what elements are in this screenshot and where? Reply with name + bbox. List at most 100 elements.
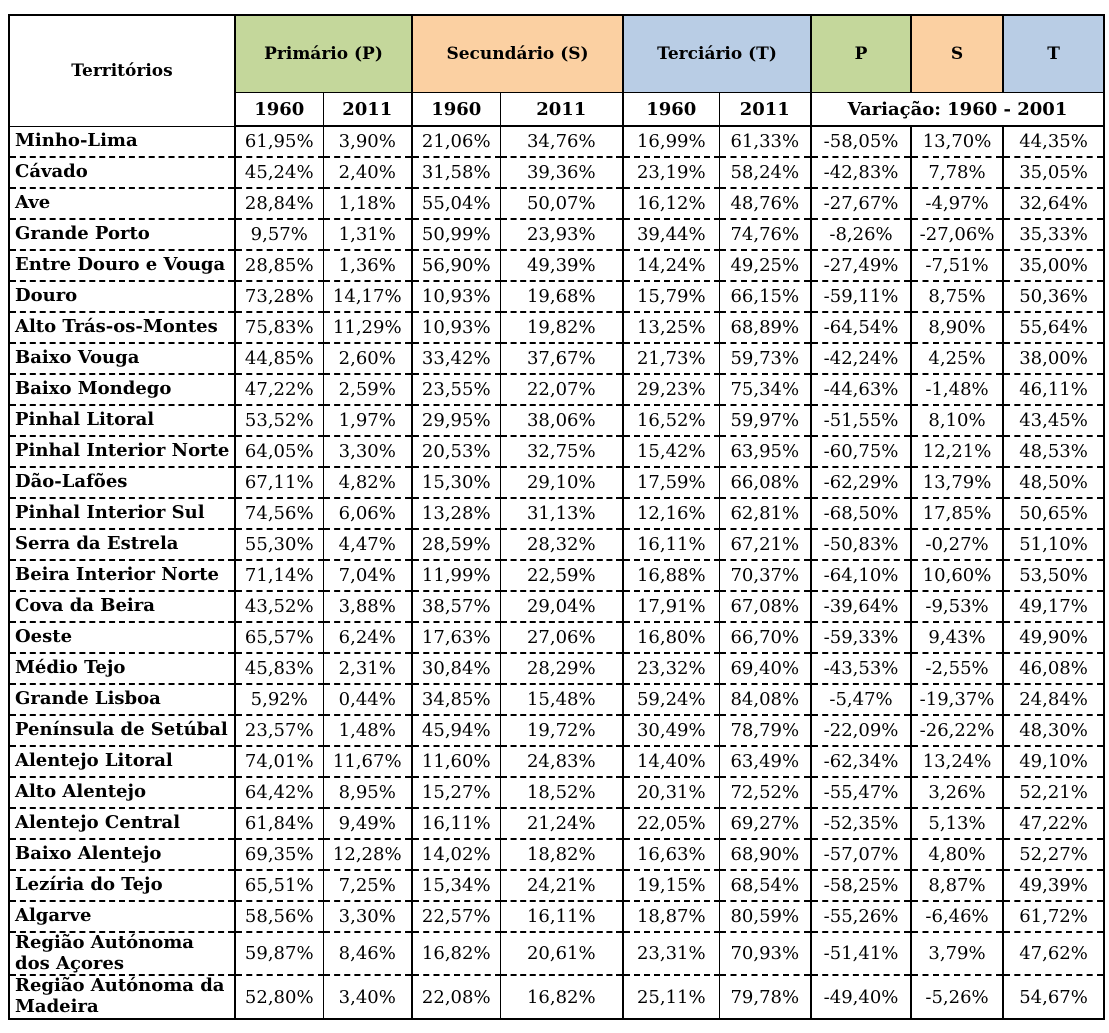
value-cell: 49,39% bbox=[1003, 870, 1105, 902]
value-cell: 11,60% bbox=[412, 746, 501, 778]
value-cell: 39,36% bbox=[500, 157, 625, 189]
value-cell: 16,11% bbox=[623, 529, 720, 561]
table-row: Alto Trás-os-Montes 75,83% 11,29% 10,93% 19,… bbox=[9, 312, 1105, 344]
territory-cell: Pinhal Litoral bbox=[9, 405, 236, 437]
value-cell: 28,32% bbox=[500, 529, 625, 561]
value-cell: 48,76% bbox=[719, 188, 813, 220]
value-cell: 1,36% bbox=[323, 250, 413, 282]
group-header-secundario: Secundário (S) bbox=[412, 15, 625, 93]
value-cell: 69,40% bbox=[719, 653, 813, 685]
territory-cell: Beira Interior Norte bbox=[9, 560, 236, 592]
value-cell: 16,88% bbox=[623, 560, 720, 592]
value-cell: 56,90% bbox=[412, 250, 501, 282]
value-cell: 8,46% bbox=[323, 932, 413, 977]
value-cell: 5,92% bbox=[235, 684, 324, 716]
table-row: Ave 28,84% 1,18% 55,04% 50,07% 16,12% 48,76% -2… bbox=[9, 188, 1105, 220]
value-cell: 22,59% bbox=[500, 560, 625, 592]
territory-cell: Grande Lisboa bbox=[9, 684, 236, 716]
value-cell: 80,59% bbox=[719, 901, 813, 933]
value-cell: 75,34% bbox=[719, 374, 813, 406]
value-cell: 78,79% bbox=[719, 715, 813, 747]
value-cell: 16,12% bbox=[623, 188, 720, 220]
territory-cell: Pinhal Interior Sul bbox=[9, 498, 236, 530]
value-cell: -59,11% bbox=[811, 281, 913, 313]
territory-cell: Algarve bbox=[9, 901, 236, 933]
value-cell: 16,52% bbox=[623, 405, 720, 437]
value-cell: -4,97% bbox=[911, 188, 1005, 220]
value-cell: 38,57% bbox=[412, 591, 501, 623]
value-cell: 39,44% bbox=[623, 219, 720, 251]
year-header-row: 1960 2011 1960 2011 1960 2011 Variação: … bbox=[9, 92, 1106, 127]
table-row: Península de Setúbal 23,57% 1,48% 45,94% 19,… bbox=[9, 715, 1105, 747]
value-cell: 22,07% bbox=[500, 374, 625, 406]
value-cell: -57,07% bbox=[811, 839, 913, 871]
value-cell: 2,60% bbox=[323, 343, 413, 375]
value-cell: -42,24% bbox=[811, 343, 913, 375]
territory-cell: Pinhal Interior Norte bbox=[9, 436, 236, 468]
value-cell: 75,83% bbox=[235, 312, 324, 344]
value-cell: 23,32% bbox=[623, 653, 720, 685]
value-cell: 61,33% bbox=[719, 126, 813, 158]
value-cell: 23,57% bbox=[235, 715, 324, 747]
value-cell: 3,26% bbox=[911, 777, 1005, 809]
territory-cell: Baixo Alentejo bbox=[9, 839, 236, 871]
value-cell: 45,24% bbox=[235, 157, 324, 189]
territory-cell: Baixo Vouga bbox=[9, 343, 236, 375]
value-cell: -22,09% bbox=[811, 715, 913, 747]
variation-header-p: P bbox=[811, 15, 913, 93]
value-cell: 4,47% bbox=[323, 529, 413, 561]
value-cell: 13,25% bbox=[623, 312, 720, 344]
value-cell: 3,40% bbox=[323, 975, 413, 1019]
table-row: Serra da Estrela 55,30% 4,47% 28,59% 28,32% 1… bbox=[9, 529, 1105, 561]
value-cell: 9,43% bbox=[911, 622, 1005, 654]
value-cell: 44,35% bbox=[1003, 126, 1105, 158]
value-cell: 15,30% bbox=[412, 467, 501, 499]
value-cell: 70,37% bbox=[719, 560, 813, 592]
table-row: Douro 73,28% 14,17% 10,93% 19,68% 15,79% 66,15… bbox=[9, 281, 1105, 313]
value-cell: 23,93% bbox=[500, 219, 625, 251]
table-row: Alentejo Litoral 74,01% 11,67% 11,60% 24,83%… bbox=[9, 746, 1105, 778]
value-cell: 16,82% bbox=[412, 932, 501, 977]
value-cell: 8,90% bbox=[911, 312, 1005, 344]
group-header-row: Territórios Primário (P) Secundário (S) … bbox=[9, 15, 1106, 127]
table-row: Minho-Lima 61,95% 3,90% 21,06% 34,76% 16,99% 6… bbox=[9, 126, 1105, 158]
value-cell: 21,73% bbox=[623, 343, 720, 375]
variation-header-t: T bbox=[1003, 15, 1106, 93]
value-cell: 4,80% bbox=[911, 839, 1005, 871]
value-cell: -5,26% bbox=[911, 975, 1005, 1019]
value-cell: 61,72% bbox=[1003, 901, 1105, 933]
value-cell: -68,50% bbox=[811, 498, 913, 530]
value-cell: 28,84% bbox=[235, 188, 324, 220]
territory-cell: Douro bbox=[9, 281, 236, 313]
value-cell: 32,75% bbox=[500, 436, 625, 468]
value-cell: 44,85% bbox=[235, 343, 324, 375]
value-cell: -62,29% bbox=[811, 467, 913, 499]
territory-cell: Alto Trás-os-Montes bbox=[9, 312, 236, 344]
value-cell: 27,06% bbox=[500, 622, 625, 654]
value-cell: 67,11% bbox=[235, 467, 324, 499]
year-header: 2011 bbox=[719, 92, 813, 127]
value-cell: 72,52% bbox=[719, 777, 813, 809]
value-cell: 24,83% bbox=[500, 746, 625, 778]
value-cell: 2,59% bbox=[323, 374, 413, 406]
value-cell: 11,67% bbox=[323, 746, 413, 778]
value-cell: -58,25% bbox=[811, 870, 913, 902]
value-cell: 65,51% bbox=[235, 870, 324, 902]
value-cell: 3,30% bbox=[323, 901, 413, 933]
table-row: Alentejo Central 61,84% 9,49% 16,11% 21,24% 2… bbox=[9, 808, 1105, 840]
value-cell: 10,93% bbox=[412, 312, 501, 344]
table-row: Pinhal Interior Sul 74,56% 6,06% 13,28% 31,1… bbox=[9, 498, 1105, 530]
value-cell: 49,25% bbox=[719, 250, 813, 282]
value-cell: 33,42% bbox=[412, 343, 501, 375]
table-row: Cova da Beira 43,52% 3,88% 38,57% 29,04% 17,9… bbox=[9, 591, 1105, 623]
value-cell: -58,05% bbox=[811, 126, 913, 158]
value-cell: 49,39% bbox=[500, 250, 625, 282]
value-cell: 59,24% bbox=[623, 684, 720, 716]
value-cell: -6,46% bbox=[911, 901, 1005, 933]
table-row: Entre Douro e Vouga 28,85% 1,36% 56,90% 49,3… bbox=[9, 250, 1105, 282]
value-cell: -51,41% bbox=[811, 932, 913, 977]
value-cell: 23,55% bbox=[412, 374, 501, 406]
value-cell: 71,14% bbox=[235, 560, 324, 592]
value-cell: 47,22% bbox=[235, 374, 324, 406]
value-cell: 24,21% bbox=[500, 870, 625, 902]
